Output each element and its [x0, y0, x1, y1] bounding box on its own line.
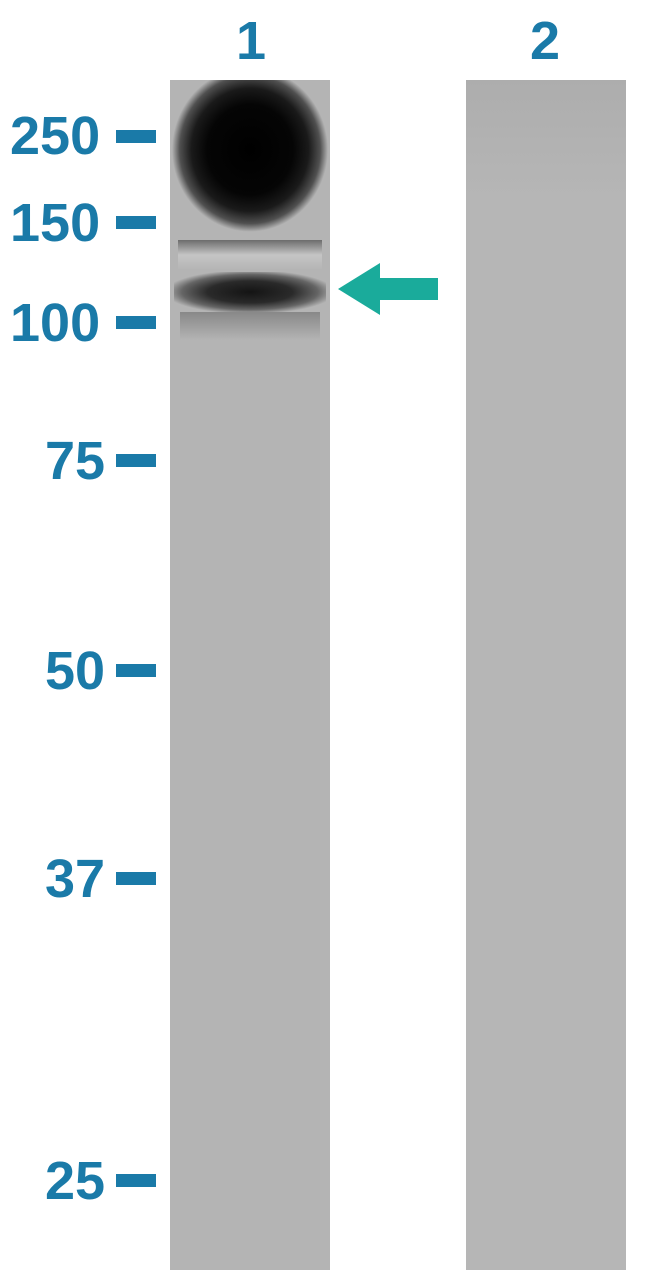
- mw-37: 37: [45, 848, 105, 910]
- mw-250-tick: [116, 130, 156, 143]
- lane-label-1: 1: [236, 10, 266, 72]
- lane-1: [170, 80, 330, 1270]
- blot-container: 1 2 250 150 100 75 50 37 25: [0, 0, 650, 1270]
- mw-50-tick: [116, 664, 156, 677]
- band-light-gap: [178, 240, 322, 270]
- mw-37-tick: [116, 872, 156, 885]
- mw-75: 75: [45, 430, 105, 492]
- mw-100-tick: [116, 316, 156, 329]
- mw-75-tick: [116, 454, 156, 467]
- lane-label-2: 2: [530, 10, 560, 72]
- mw-150: 150: [10, 192, 100, 254]
- band-fade: [180, 312, 320, 340]
- band-target: [174, 272, 326, 312]
- mw-150-tick: [116, 216, 156, 229]
- mw-250: 250: [10, 105, 100, 167]
- lane-2: [466, 80, 626, 1270]
- mw-25-tick: [116, 1174, 156, 1187]
- mw-25: 25: [45, 1150, 105, 1212]
- mw-50: 50: [45, 640, 105, 702]
- arrow-icon: [338, 260, 438, 323]
- mw-100: 100: [10, 292, 100, 354]
- band-dark-blob: [172, 80, 328, 235]
